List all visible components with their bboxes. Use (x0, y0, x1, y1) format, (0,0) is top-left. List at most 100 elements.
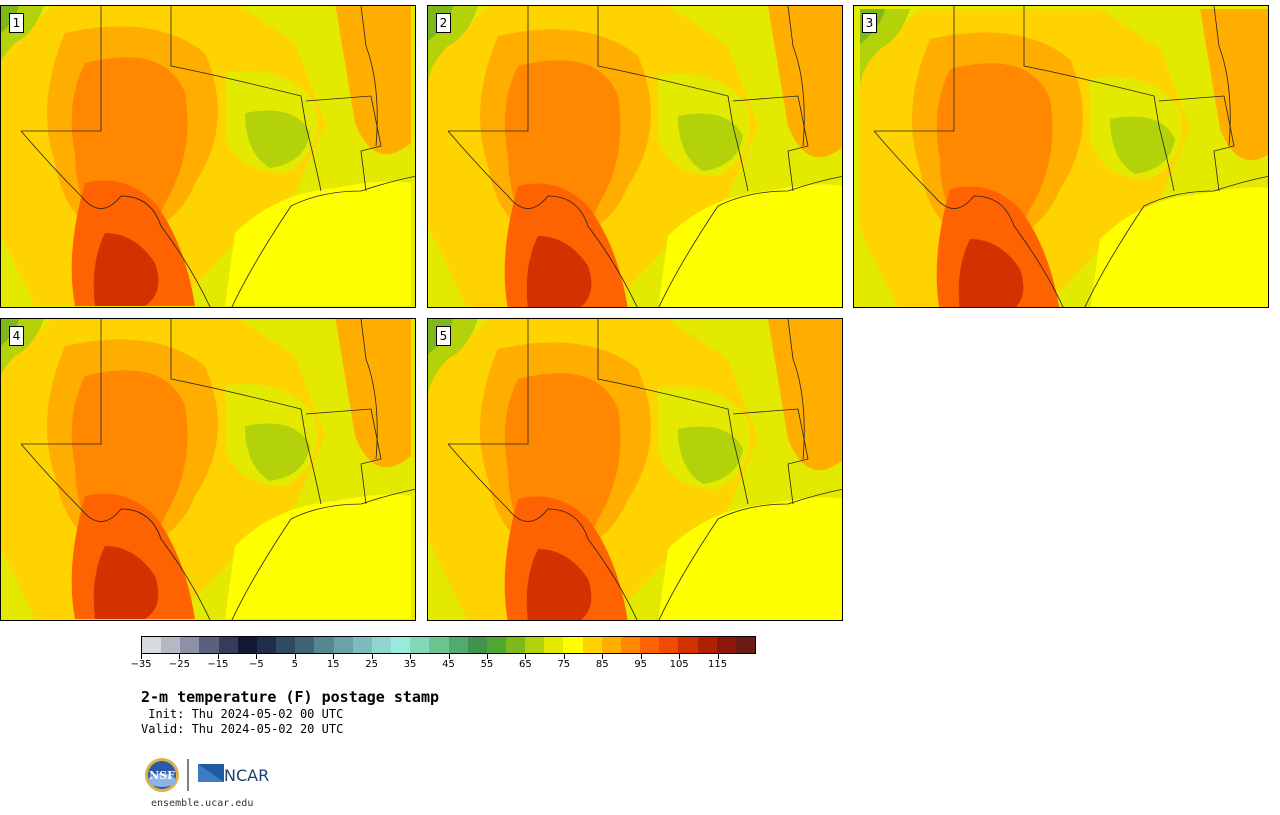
colorbar-swatch (601, 637, 621, 653)
colorbar-tick (294, 654, 296, 659)
temperature-contour (1110, 116, 1175, 174)
colorbar-tick (679, 654, 681, 659)
colorbar-tick-label: 25 (365, 659, 378, 670)
colorbar-swatch (237, 637, 257, 653)
website-label: ensemble.ucar.edu (151, 798, 254, 809)
temperature-contour (958, 239, 1024, 307)
colorbar-tick (602, 654, 604, 659)
colorbar-swatch (467, 637, 487, 653)
colorbar-swatch (410, 637, 430, 653)
colorbar-tick-label: −5 (248, 659, 264, 670)
colorbar-tick-label: 95 (634, 659, 648, 670)
temperature-contour (335, 6, 411, 155)
colorbar-tick-label: −15 (207, 659, 229, 670)
state-border (1023, 6, 1175, 192)
temperature-contour (225, 181, 411, 306)
colorbar-tick (717, 654, 719, 659)
colorbar-tick (410, 654, 412, 659)
temperature-contour (658, 497, 842, 620)
colorbar-swatch (659, 637, 679, 653)
temperature-contour (93, 233, 159, 306)
state-border (20, 130, 211, 307)
temperature-map (1, 6, 415, 307)
temperature-contour (335, 319, 411, 468)
colorbar-tick (563, 654, 565, 659)
colorbar-swatch (716, 637, 736, 653)
state-border (658, 488, 842, 620)
temperature-contour (526, 549, 592, 620)
temperature-contour (658, 184, 842, 307)
state-border (170, 319, 322, 505)
colorbar-tick (179, 654, 181, 659)
valid-time: Valid: Thu 2024-05-02 20 UTC (141, 722, 344, 736)
ensemble-member-map-4: 4 (0, 318, 416, 621)
state-border (20, 443, 211, 620)
colorbar-tick-label: −25 (168, 659, 190, 670)
colorbar-swatch (735, 637, 755, 653)
nsf-logo-icon: NSF (145, 758, 179, 792)
colorbar-tick (371, 654, 373, 659)
colorbar-swatch (448, 637, 468, 653)
colorbar-tick-label: 75 (557, 659, 571, 670)
colorbar-swatch (563, 637, 583, 653)
ensemble-member-map-1: 1 (0, 5, 416, 308)
temperature-contour (93, 546, 159, 619)
state-border (658, 175, 842, 307)
member-label: 5 (436, 326, 451, 346)
state-border (874, 6, 955, 132)
ensemble-member-map-5: 5 (427, 318, 843, 621)
colorbar-swatch (256, 637, 277, 653)
colorbar-swatch (620, 637, 641, 653)
state-border (21, 319, 102, 445)
colorbar-tick-label: 35 (403, 659, 417, 670)
colorbar-swatch (161, 637, 181, 653)
temperature-contour (245, 110, 310, 168)
state-border (787, 319, 805, 460)
temperature-colorbar (141, 636, 756, 654)
temperature-contour (245, 423, 310, 481)
colorbar-tick (333, 654, 335, 659)
temperature-contour (1090, 187, 1268, 307)
colorbar-tick (486, 654, 488, 659)
colorbar-swatch (276, 637, 296, 653)
plot-title: 2-m temperature (F) postage stamp (141, 688, 440, 706)
state-border (787, 6, 805, 147)
colorbar-tick (448, 654, 450, 659)
colorbar-swatch (525, 637, 545, 653)
colorbar-tick-label: −35 (130, 659, 152, 670)
state-border (231, 175, 415, 307)
state-border (305, 408, 382, 505)
temperature-contour (225, 494, 411, 619)
state-border (231, 488, 415, 620)
ncar-logo-icon: NCAR (198, 764, 269, 785)
colorbar-swatch (640, 637, 660, 653)
colorbar-tick-label: 65 (519, 659, 532, 670)
colorbar-tick-label: 5 (291, 659, 298, 670)
state-border (873, 130, 1064, 307)
member-label: 3 (862, 13, 877, 33)
init-time: Init: Thu 2024-05-02 00 UTC (141, 707, 344, 721)
member-label: 4 (9, 326, 24, 346)
temperature-map (428, 319, 842, 620)
colorbar-swatch (678, 637, 698, 653)
colorbar-tick (525, 654, 527, 659)
colorbar-swatch (295, 637, 315, 653)
state-border (1158, 95, 1235, 192)
colorbar-swatch (391, 637, 411, 653)
state-border (448, 6, 529, 132)
state-border (1084, 175, 1268, 307)
temperature-contour (768, 319, 842, 471)
state-border (597, 319, 749, 505)
ensemble-member-map-2: 2 (427, 5, 843, 308)
colorbar-swatch (333, 637, 353, 653)
temperature-map (854, 6, 1268, 307)
member-label: 1 (9, 13, 24, 33)
state-border (305, 95, 382, 192)
colorbar-swatch (199, 637, 219, 653)
state-border (732, 408, 809, 505)
colorbar-tick (217, 654, 219, 659)
temperature-contour (768, 6, 842, 158)
colorbar-swatch (142, 637, 162, 653)
sponsor-logos: NSF NCAR (145, 758, 269, 792)
colorbar-tick-label: 55 (480, 659, 494, 670)
